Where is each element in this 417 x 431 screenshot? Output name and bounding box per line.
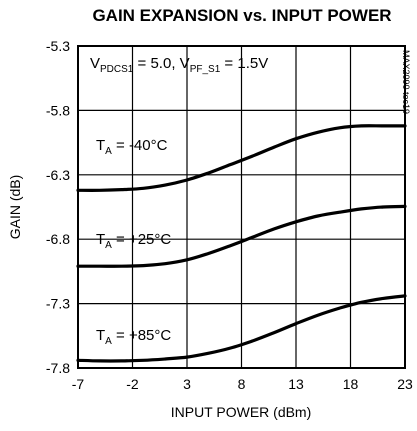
- y-axis-label: GAIN (dB): [7, 175, 23, 240]
- x-tick-label: 23: [397, 376, 413, 392]
- series-lines: [76, 124, 407, 363]
- plot-frame: [77, 45, 406, 369]
- y-tick-label: -5.3: [46, 38, 70, 54]
- series-label-minus40: TA = -40°C: [96, 137, 168, 157]
- x-axis-label: INPUT POWER (dBm): [171, 404, 312, 420]
- x-tick-label: -7: [72, 376, 85, 392]
- series-line-plus85: [76, 294, 407, 363]
- series-label-plus85: TA = +85°C: [96, 327, 171, 347]
- x-tick-label: 13: [288, 376, 304, 392]
- x-tick-label: 8: [238, 376, 246, 392]
- x-tick-label: 18: [343, 376, 359, 392]
- y-tick-labels: -5.3 -5.8 -6.3 -6.8 -7.3 -7.8: [46, 38, 70, 376]
- series-label-plus25: TA = +25°C: [96, 231, 171, 251]
- x-tick-label: 3: [183, 376, 191, 392]
- y-tick-label: -7.8: [46, 360, 70, 376]
- condition-annotation: VPDCS1 = 5.0, VPF_S1 = 1.5V: [90, 55, 268, 75]
- chart-title: GAIN EXPANSION vs. INPUT POWER: [92, 6, 391, 25]
- x-tick-label: -2: [126, 376, 139, 392]
- y-tick-label: -5.8: [46, 102, 70, 118]
- y-tick-label: -7.3: [46, 296, 70, 312]
- y-tick-label: -6.3: [46, 167, 70, 183]
- series-line-minus40: [76, 124, 407, 192]
- x-tick-labels: -7 -2 3 8 13 18 23: [72, 376, 413, 392]
- series-line-plus25: [76, 204, 407, 268]
- grid: [78, 46, 405, 368]
- figure-code: MAX2090 toc19: [401, 50, 411, 114]
- y-tick-label: -6.8: [46, 231, 70, 247]
